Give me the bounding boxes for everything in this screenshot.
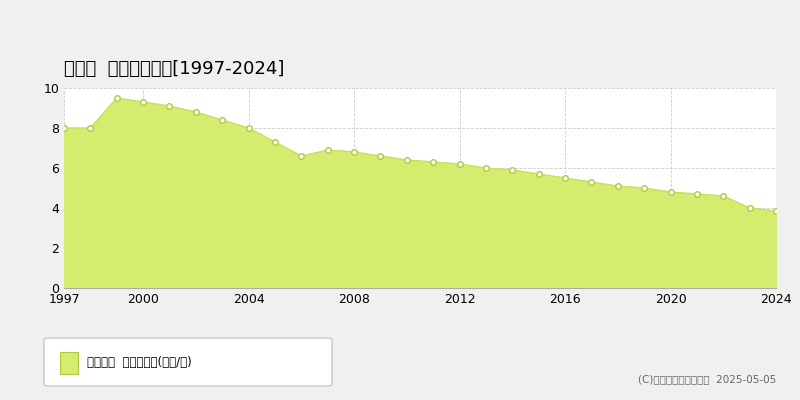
Text: 基準地価  平均坪単価(万円/坪): 基準地価 平均坪単価(万円/坪) [87, 356, 192, 368]
Text: (C)土地価格ドットコム  2025-05-05: (C)土地価格ドットコム 2025-05-05 [638, 374, 776, 384]
Text: 蔵王町  基準地価推移[1997-2024]: 蔵王町 基準地価推移[1997-2024] [64, 60, 284, 78]
